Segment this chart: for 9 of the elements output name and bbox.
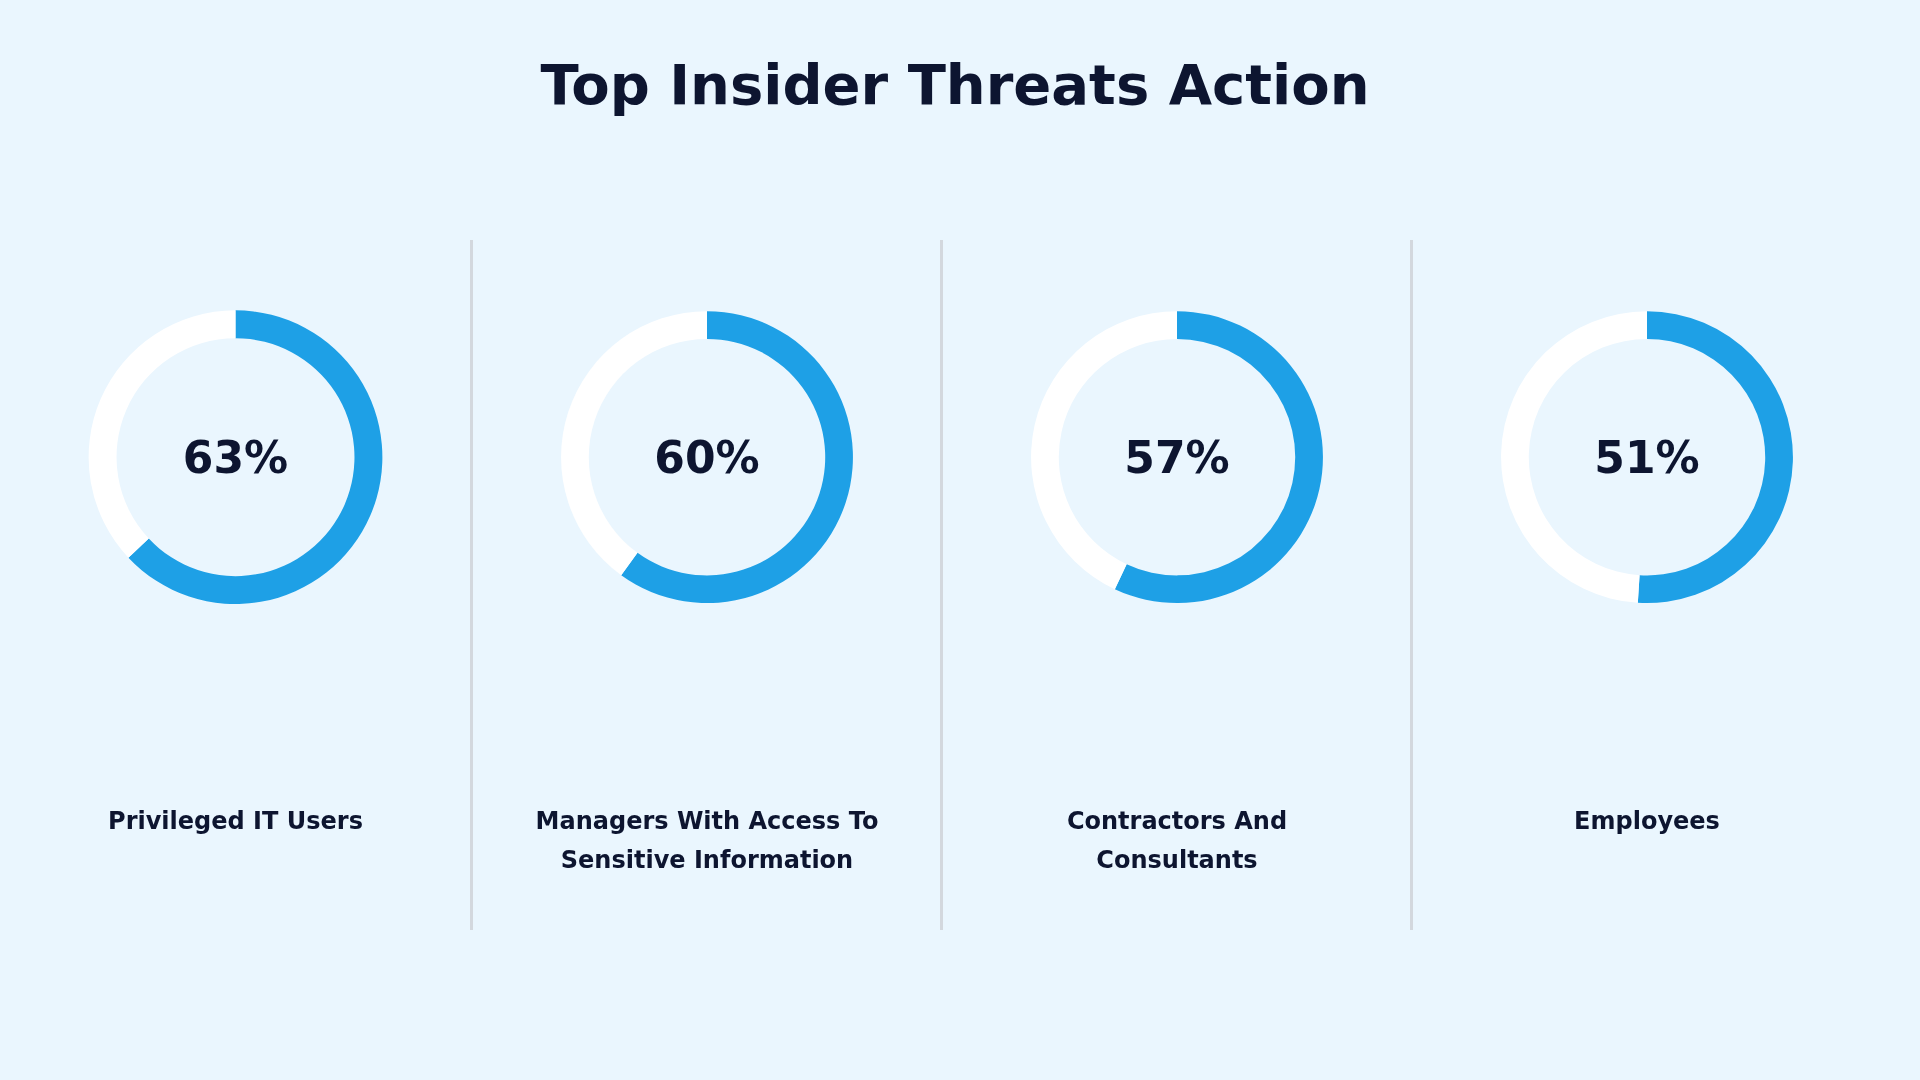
- text: Employees: [1574, 807, 1720, 836]
- text: Managers With Access To Sensitive Information: [535, 807, 879, 875]
- text: 60%: [654, 431, 760, 483]
- text: 63%: [182, 431, 289, 483]
- text: Contractors And Consultants: [1066, 807, 1288, 875]
- text: Privileged IT Users: [108, 807, 363, 836]
- text: 57%: [1124, 431, 1230, 483]
- text: Top Insider Threats Action: [539, 51, 1371, 119]
- text: 51%: [1594, 431, 1700, 483]
